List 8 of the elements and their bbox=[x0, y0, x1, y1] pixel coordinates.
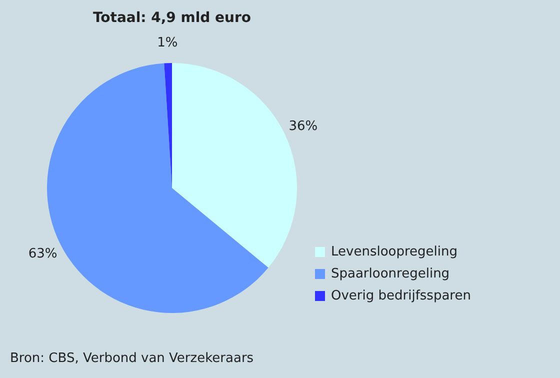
data-label: 36% bbox=[288, 118, 318, 134]
legend-label: Levensloopregeling bbox=[331, 244, 458, 260]
text: Bron: CBS, Verbond van Verzekeraars bbox=[10, 351, 254, 366]
data-label: 1% bbox=[157, 36, 178, 51]
chart-title: Totaal: 4,9 mld euro bbox=[92, 10, 252, 26]
legend-label: Overig bedrijfssparen bbox=[331, 288, 471, 304]
legend-label: Spaarloonregeling bbox=[331, 266, 450, 282]
data-label: 63% bbox=[28, 246, 58, 262]
